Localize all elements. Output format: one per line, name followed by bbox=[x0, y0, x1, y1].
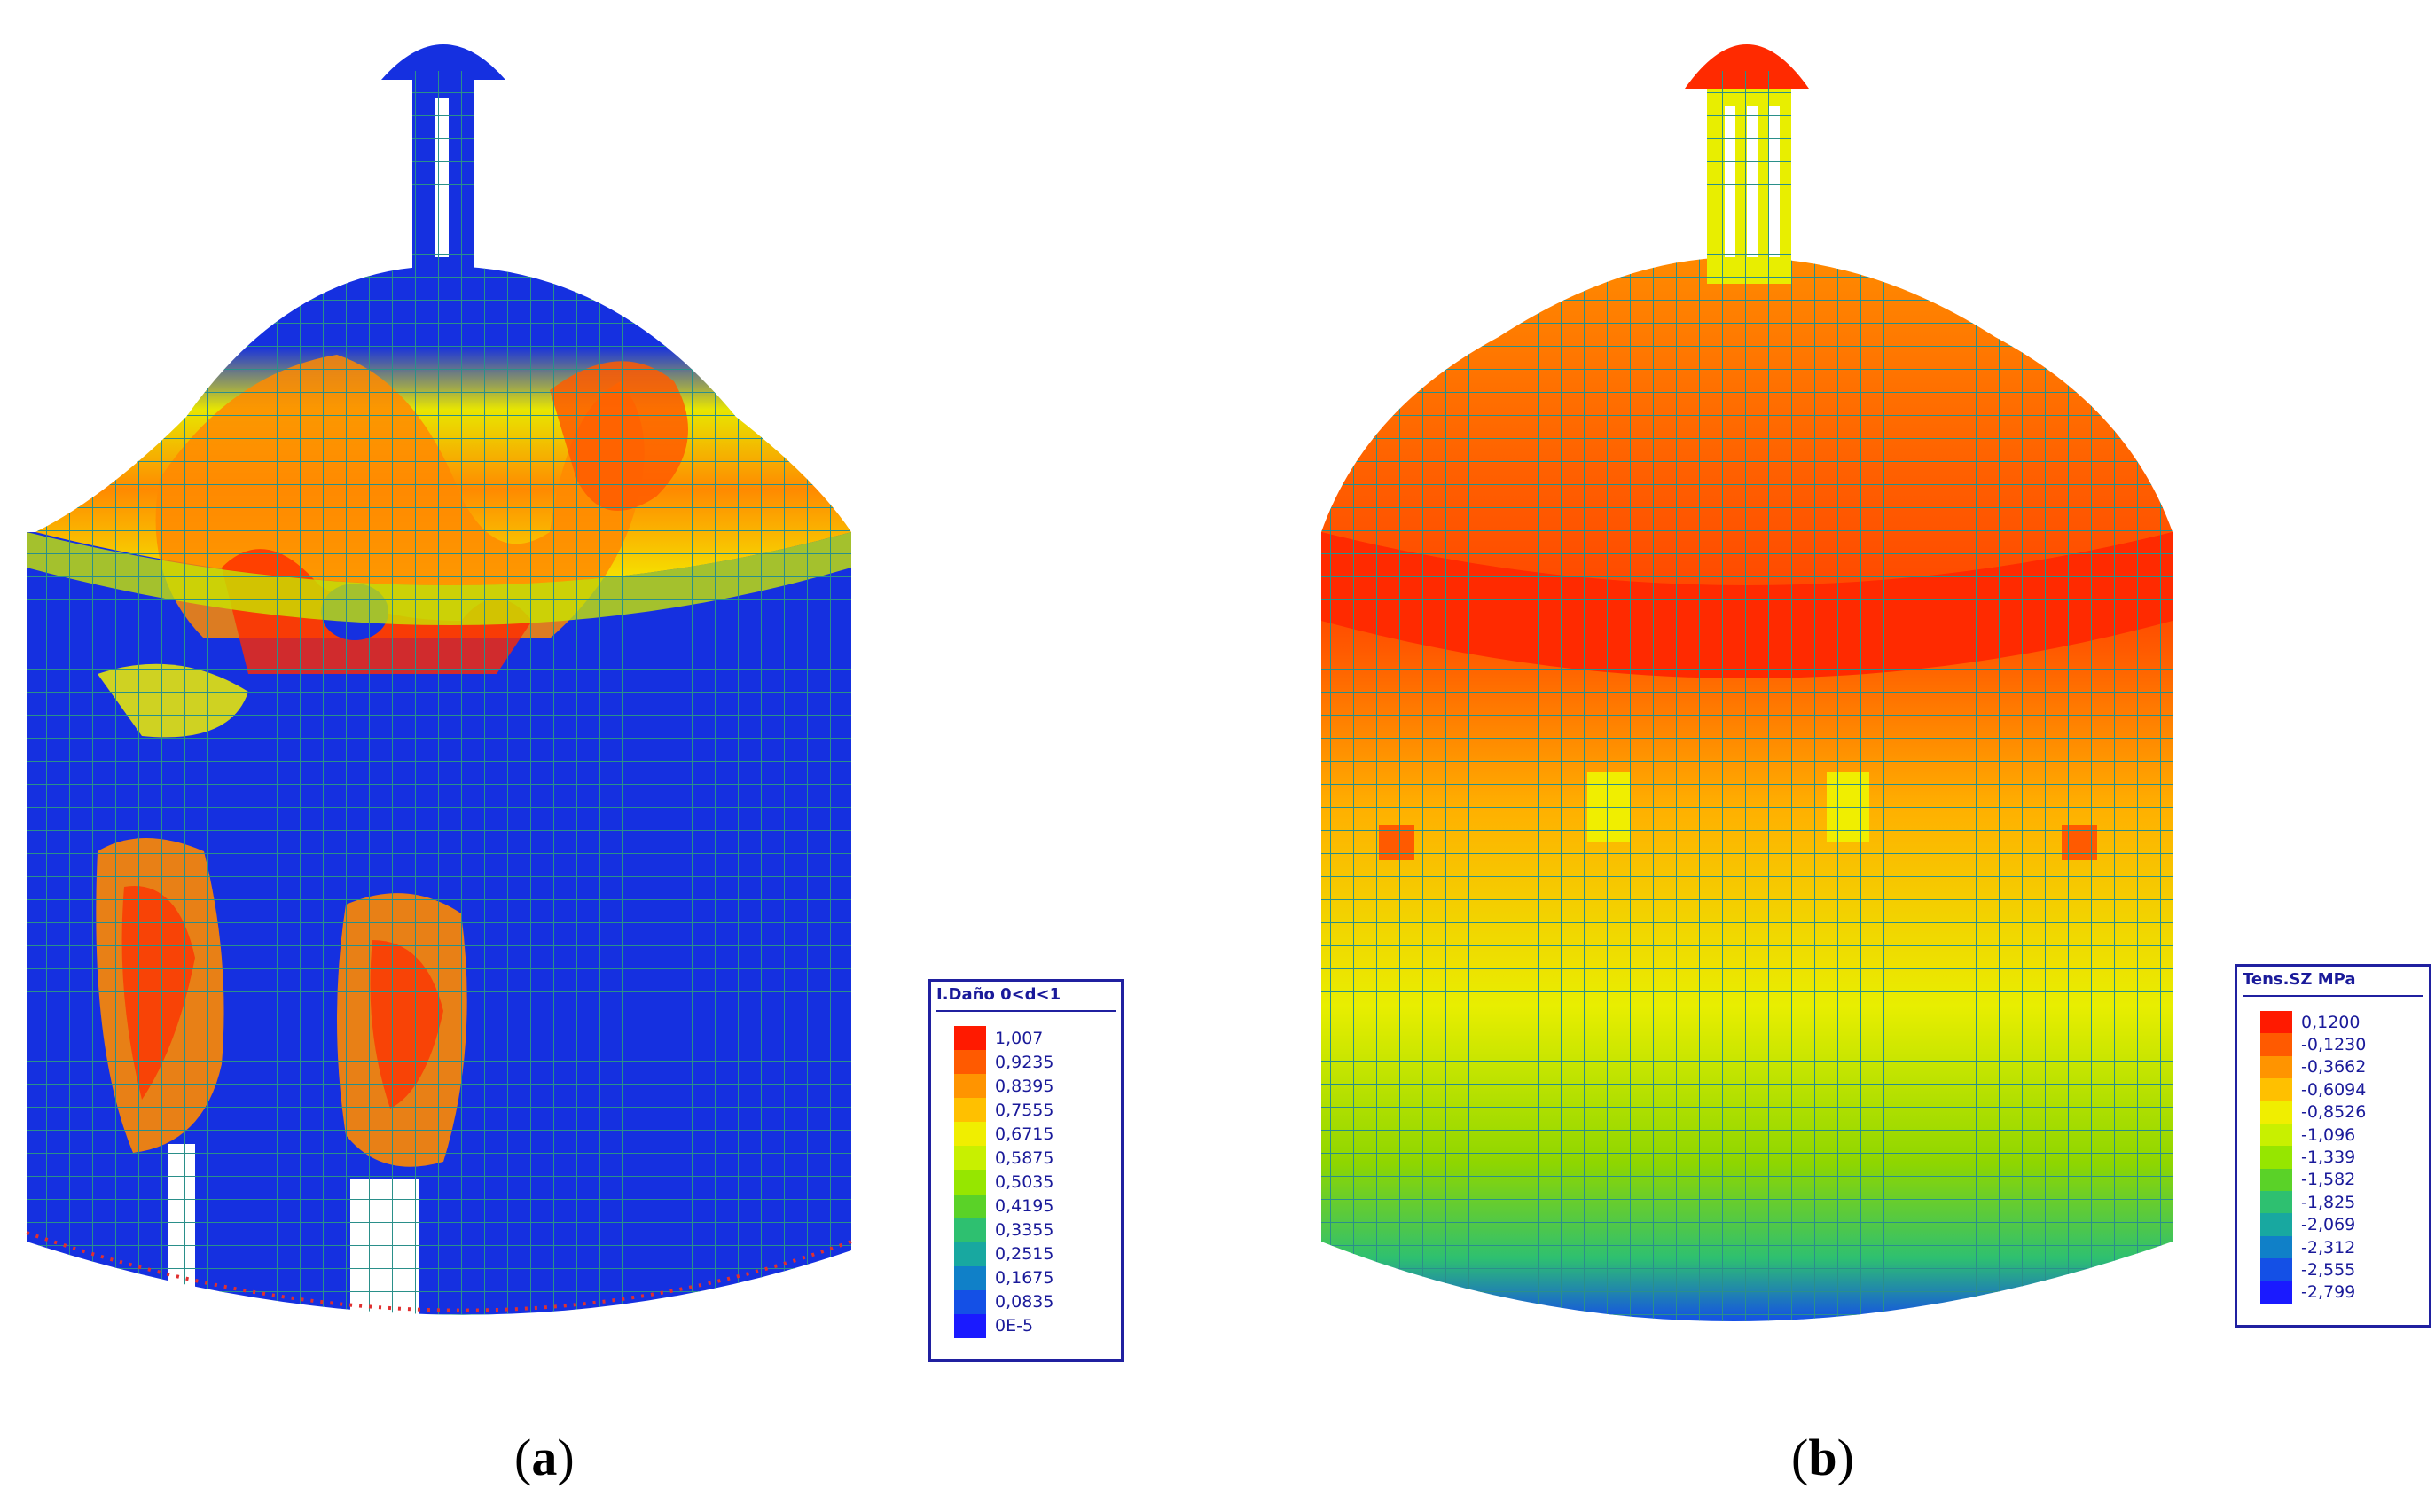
legend-label: -1,096 bbox=[2301, 1124, 2356, 1145]
legend-label: 0,0835 bbox=[995, 1292, 1054, 1312]
legend-label: 0,1200 bbox=[2301, 1012, 2361, 1032]
caption-a: (a) bbox=[514, 1429, 575, 1486]
legend-swatch bbox=[2260, 1146, 2292, 1169]
stress-legend: Tens.SZ MPa 0,1200 -0,1230 -0,3662 -0,6094-… bbox=[2235, 964, 2431, 1328]
legend-label: -0,6094 bbox=[2301, 1079, 2367, 1100]
legend-swatch bbox=[2260, 1235, 2292, 1259]
legend-label: 0,5875 bbox=[995, 1148, 1054, 1168]
legend-label: -2,799 bbox=[2301, 1282, 2356, 1303]
panel-b: Tens.SZ MPa 0,1200 -0,1230 -0,3662 -0,6094-… bbox=[1215, 0, 2435, 1512]
legend-swatch bbox=[954, 1098, 986, 1123]
legend-label: 0E-5 bbox=[995, 1316, 1034, 1336]
legend-title: I.Daño 0<d<1 bbox=[936, 985, 1116, 1012]
legend-swatch bbox=[954, 1265, 986, 1290]
legend-swatch bbox=[2260, 1011, 2292, 1034]
legend-label: 0,7555 bbox=[995, 1100, 1054, 1120]
legend-label: -2,069 bbox=[2301, 1215, 2356, 1235]
legend-swatch bbox=[954, 1026, 986, 1051]
legend-label: 0,8395 bbox=[995, 1076, 1054, 1096]
legend-swatch bbox=[2260, 1168, 2292, 1192]
legend-swatch bbox=[954, 1050, 986, 1075]
legend-label: 0,2515 bbox=[995, 1244, 1054, 1265]
legend-swatch bbox=[2260, 1123, 2292, 1147]
legend-swatch bbox=[2260, 1258, 2292, 1281]
damage-model-render bbox=[26, 44, 852, 1330]
legend-label: 0,4195 bbox=[995, 1196, 1054, 1217]
legend-swatch bbox=[954, 1074, 986, 1099]
legend-label: -2,555 bbox=[2301, 1259, 2356, 1280]
legend-swatch bbox=[2260, 1191, 2292, 1214]
legend-colorbar bbox=[2260, 1011, 2292, 1304]
legend-label: -1,582 bbox=[2301, 1170, 2356, 1190]
legend-label: 1,007 bbox=[995, 1028, 1044, 1048]
legend-swatch bbox=[2260, 1033, 2292, 1056]
legend-label: 0,9235 bbox=[995, 1052, 1054, 1072]
legend-label: -0,8526 bbox=[2301, 1102, 2367, 1123]
caption-b: (b) bbox=[1791, 1429, 1854, 1486]
legend-label: 0,5035 bbox=[995, 1172, 1054, 1192]
legend-swatch bbox=[2260, 1213, 2292, 1236]
stress-model-render bbox=[1321, 44, 2173, 1321]
legend-swatch bbox=[954, 1146, 986, 1171]
legend-swatch bbox=[954, 1242, 986, 1266]
legend-label: -0,3662 bbox=[2301, 1057, 2367, 1077]
legend-swatch bbox=[2260, 1078, 2292, 1101]
legend-label: 0,3355 bbox=[995, 1220, 1054, 1241]
legend-swatch bbox=[2260, 1055, 2292, 1079]
legend-swatch bbox=[954, 1122, 986, 1147]
legend-swatch bbox=[954, 1313, 986, 1338]
legend-swatch bbox=[954, 1289, 986, 1314]
damage-legend: I.Daño 0<d<1 1,007 0,9235 0,8395 0,7555 0,67… bbox=[928, 979, 1124, 1362]
legend-swatch bbox=[2260, 1101, 2292, 1124]
legend-swatch bbox=[954, 1194, 986, 1218]
legend-label: -2,312 bbox=[2301, 1237, 2356, 1257]
legend-colorbar bbox=[954, 1026, 986, 1338]
legend-label: 0,6715 bbox=[995, 1124, 1054, 1144]
panel-a: I.Daño 0<d<1 1,007 0,9235 0,8395 0,7555 0,67… bbox=[0, 0, 1215, 1512]
legend-label: -1,339 bbox=[2301, 1148, 2356, 1167]
legend-swatch bbox=[954, 1170, 986, 1195]
legend-label: 0,1675 bbox=[995, 1268, 1054, 1289]
legend-swatch bbox=[954, 1218, 986, 1242]
legend-swatch bbox=[2260, 1281, 2292, 1304]
legend-title: Tens.SZ MPa bbox=[2243, 970, 2423, 997]
legend-label: -1,825 bbox=[2301, 1192, 2356, 1212]
legend-label: -0,1230 bbox=[2301, 1035, 2367, 1055]
